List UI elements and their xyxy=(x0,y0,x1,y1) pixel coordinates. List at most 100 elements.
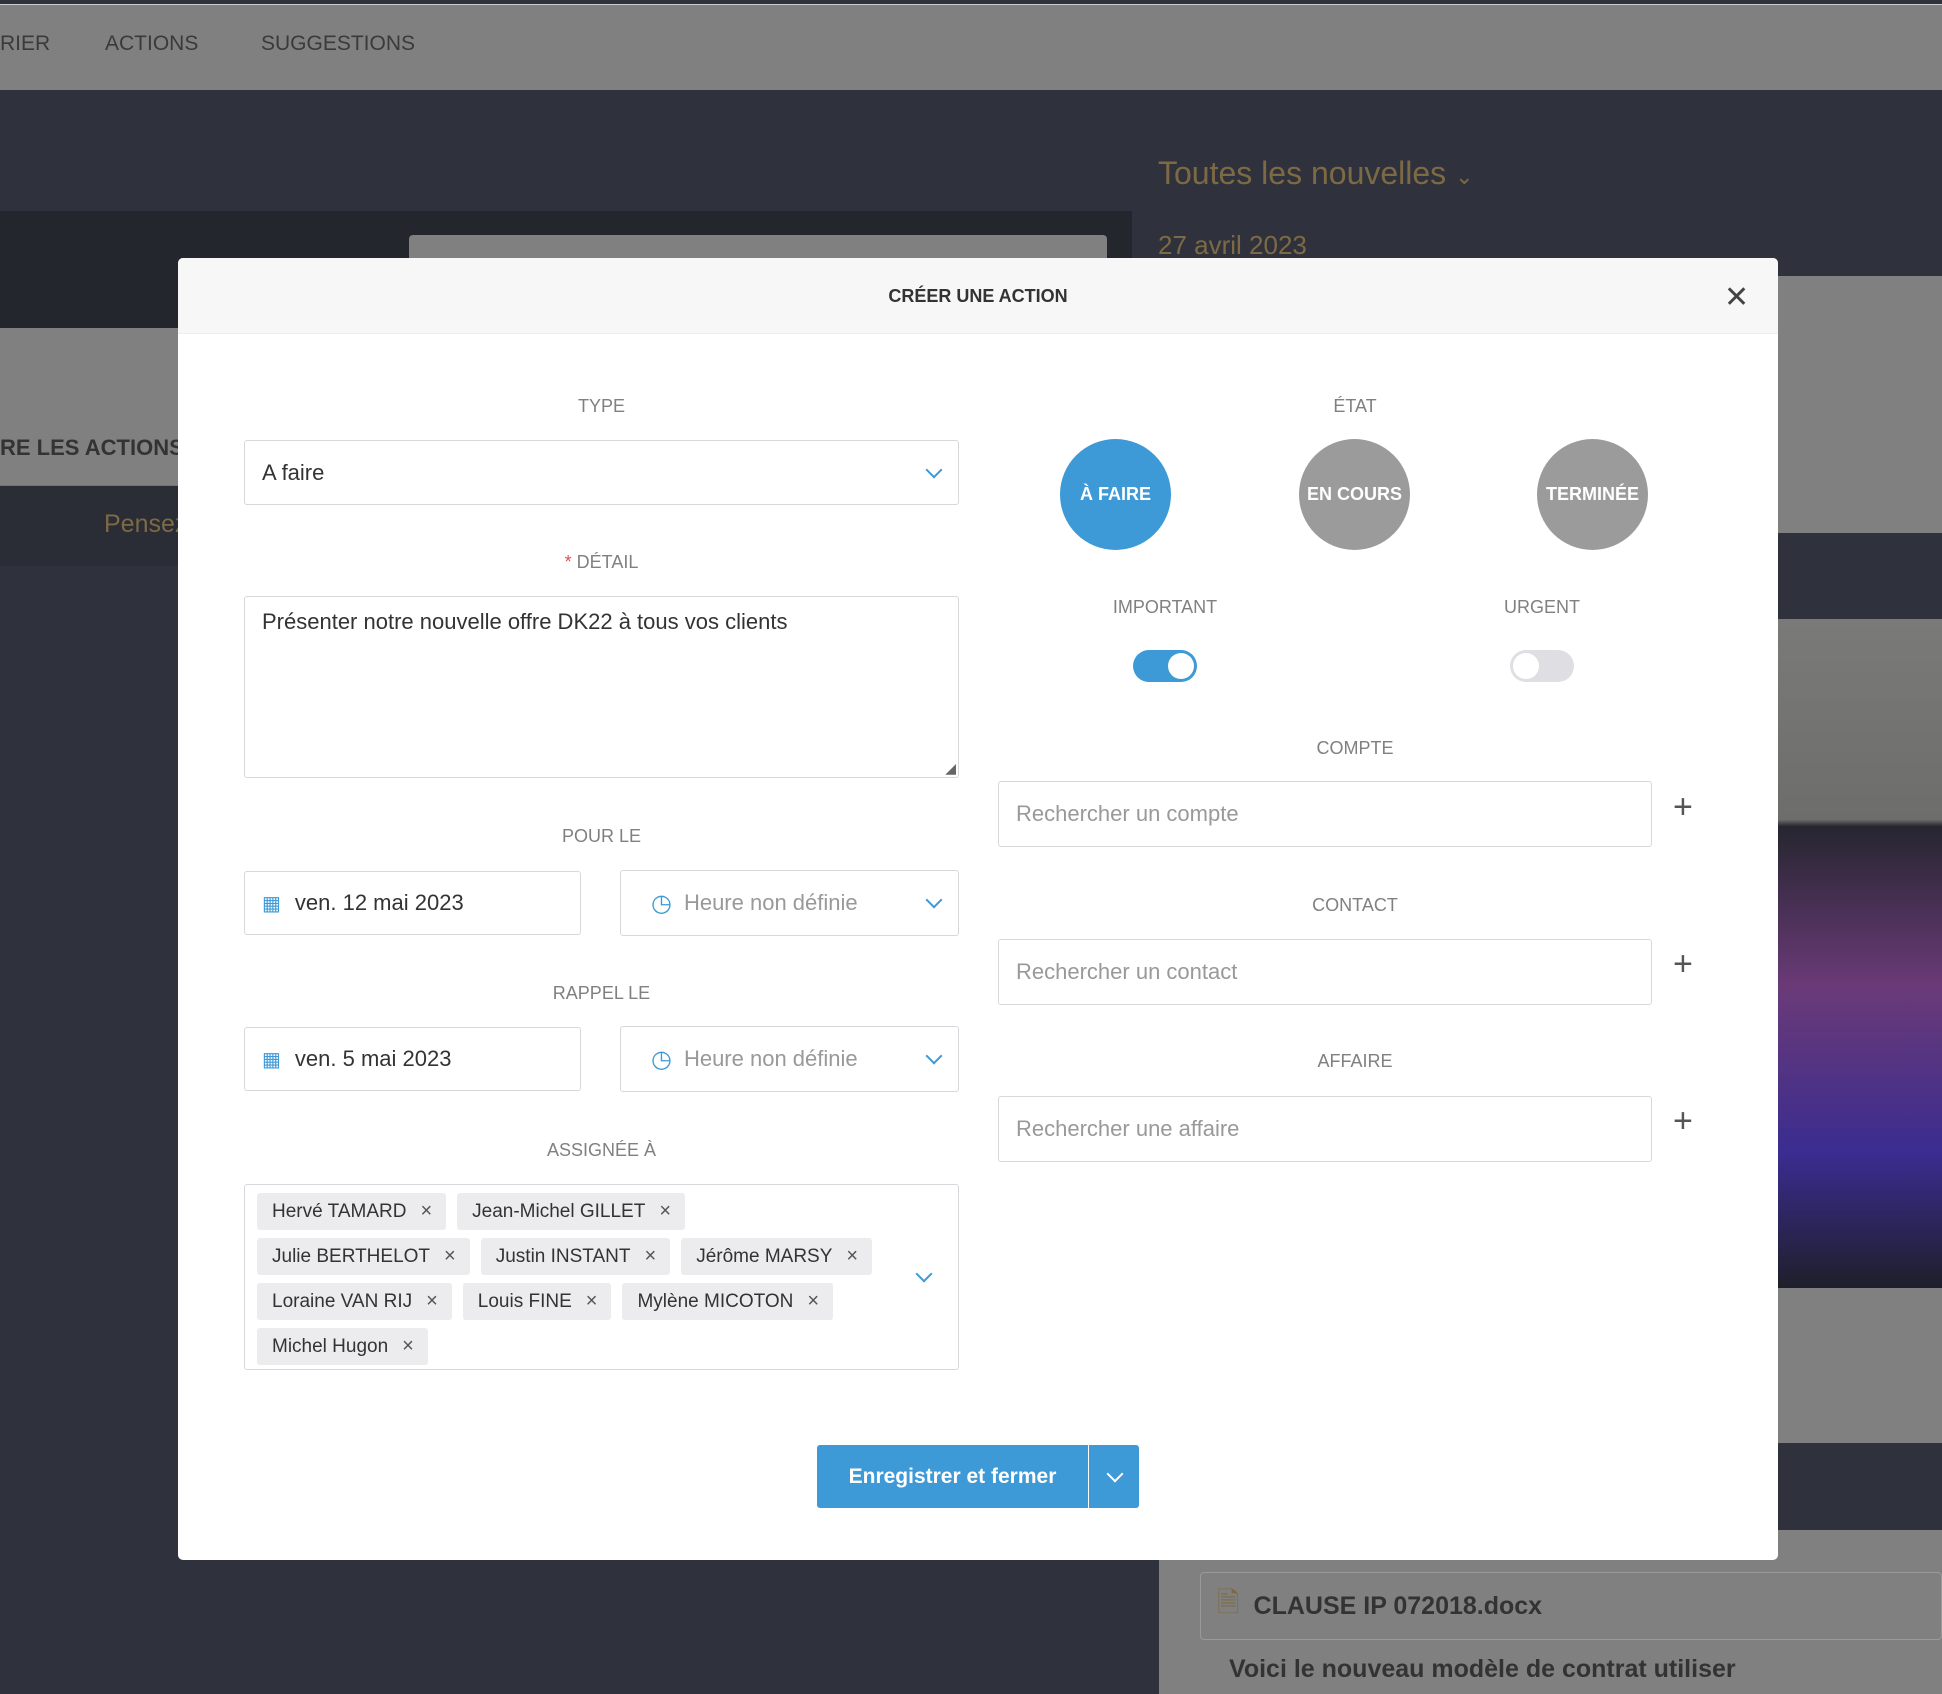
due-label: POUR LE xyxy=(561,826,642,846)
important-label: IMPORTANT xyxy=(1112,597,1218,617)
remove-tag-icon[interactable]: × xyxy=(402,1335,414,1357)
state-label: ÉTAT xyxy=(1333,396,1377,416)
bg-news-gray xyxy=(1778,1288,1942,1443)
assignee-name: Justin INSTANT xyxy=(495,1245,631,1267)
required-mark: * xyxy=(564,552,572,572)
reminder-time-placeholder: Heure non définie xyxy=(683,1046,858,1071)
assigned-multiselect[interactable]: Hervé TAMARD × Jean-Michel GILLET × Julie BE… xyxy=(244,1184,959,1370)
assignee-tag: Justin INSTANT × xyxy=(480,1238,671,1275)
assignee-tag: Jérôme MARSY × xyxy=(681,1238,873,1275)
contact-placeholder: Rechercher un contact xyxy=(1016,959,1238,984)
remove-tag-icon[interactable]: × xyxy=(585,1290,598,1312)
calendar-icon: ▦ xyxy=(262,892,281,915)
post-text: Voici le nouveau modèle de contrat utili… xyxy=(1229,1655,1736,1683)
assignee-name: Julie BERTHELOT xyxy=(272,1245,431,1267)
reminder-label: RAPPEL LE xyxy=(552,983,651,1003)
news-date: 27 avril 2023 xyxy=(1158,230,1307,260)
nav-item-actions[interactable]: ACTIONS xyxy=(105,32,199,55)
type-value: A faire xyxy=(262,459,325,485)
type-label: TYPE xyxy=(577,396,625,416)
chevron-down-icon xyxy=(1106,1465,1124,1482)
deal-search-input[interactable]: Rechercher une affaire xyxy=(998,1096,1652,1162)
important-toggle[interactable] xyxy=(1133,650,1197,682)
account-placeholder: Rechercher un compte xyxy=(1016,801,1239,826)
state-todo-button[interactable]: À FAIRE xyxy=(1060,439,1171,550)
close-icon[interactable]: ✕ xyxy=(1724,281,1750,314)
due-time-placeholder: Heure non définie xyxy=(683,890,858,915)
add-account-plus-icon[interactable]: + xyxy=(1673,788,1693,826)
calendar-icon: ▦ xyxy=(262,1048,281,1071)
due-date-value: ven. 12 mai 2023 xyxy=(294,890,464,915)
deal-label: AFFAIRE xyxy=(1317,1051,1393,1071)
reminder-date-value: ven. 5 mai 2023 xyxy=(294,1046,452,1071)
assignee-name: Michel Hugon xyxy=(272,1335,389,1357)
reminder-date-input[interactable]: ▦ ven. 5 mai 2023 xyxy=(244,1027,581,1091)
assignee-name: Jean-Michel GILLET xyxy=(472,1200,646,1222)
file-attachment[interactable]: 🗎 CLAUSE IP 072018.docx xyxy=(1200,1572,1942,1640)
assigned-tags: Hervé TAMARD × Jean-Michel GILLET × Julie BE… xyxy=(257,1193,907,1365)
assignee-tag: Julie BERTHELOT × xyxy=(257,1238,470,1275)
account-label: COMPTE xyxy=(1316,738,1394,758)
reminder-time-select[interactable]: ◷ Heure non définie xyxy=(620,1026,959,1092)
bg-actions-heading: RE LES ACTIONS N xyxy=(0,435,206,460)
chevron-down-icon: ⌄ xyxy=(1455,164,1474,189)
assignee-tag: Mylène MICOTON × xyxy=(622,1283,834,1320)
chevron-down-icon xyxy=(915,1265,933,1283)
contact-search-input[interactable]: Rechercher un contact xyxy=(998,939,1652,1005)
save-options-dropdown[interactable] xyxy=(1089,1445,1139,1508)
bg-news-card xyxy=(1778,276,1942,533)
contact-label: CONTACT xyxy=(1312,895,1398,915)
deal-placeholder: Rechercher une affaire xyxy=(1016,1116,1240,1141)
remove-tag-icon[interactable]: × xyxy=(644,1245,657,1267)
assigned-label: ASSIGNÉE À xyxy=(546,1140,657,1160)
assignee-name: Jérôme MARSY xyxy=(696,1245,833,1267)
due-time-select[interactable]: ◷ Heure non définie xyxy=(620,870,959,936)
bg-reminder-text: Pensez xyxy=(104,510,188,538)
due-date-input[interactable]: ▦ ven. 12 mai 2023 xyxy=(244,871,581,935)
assignee-name: Hervé TAMARD xyxy=(272,1200,407,1222)
urgent-toggle[interactable] xyxy=(1510,650,1574,682)
nav-item-calendar[interactable]: RIER xyxy=(0,32,51,55)
modal-title: CRÉER UNE ACTION xyxy=(888,286,1068,306)
remove-tag-icon[interactable]: × xyxy=(444,1245,456,1267)
clock-icon: ◷ xyxy=(651,889,672,917)
state-done-button[interactable]: TERMINÉE xyxy=(1537,439,1648,550)
remove-tag-icon[interactable]: × xyxy=(659,1200,671,1222)
state-in-progress-button[interactable]: EN COURS xyxy=(1299,439,1410,550)
remove-tag-icon[interactable]: × xyxy=(807,1290,820,1312)
assignee-tag: Louis FINE × xyxy=(462,1283,612,1320)
nav-item-suggestions[interactable]: SUGGESTIONS xyxy=(261,32,416,55)
news-filter-label: Toutes les nouvelles xyxy=(1158,155,1447,191)
detail-label: * DÉTAIL xyxy=(244,552,959,573)
detail-value: Présenter notre nouvelle offre DK22 à to… xyxy=(262,609,788,634)
remove-tag-icon[interactable]: × xyxy=(420,1200,433,1222)
remove-tag-icon[interactable]: × xyxy=(846,1245,859,1267)
assignee-name: Mylène MICOTON xyxy=(637,1290,794,1312)
assignee-tag: Jean-Michel GILLET × xyxy=(457,1193,685,1230)
add-contact-plus-icon[interactable]: + xyxy=(1673,945,1693,983)
remove-tag-icon[interactable]: × xyxy=(426,1290,438,1312)
bg-news-photo xyxy=(1778,619,1942,1288)
chevron-down-icon xyxy=(925,461,943,478)
toggle-knob xyxy=(1513,653,1539,679)
assignee-tag: Hervé TAMARD × xyxy=(257,1193,447,1230)
modal-header xyxy=(178,258,1778,334)
detail-textarea[interactable]: Présenter notre nouvelle offre DK22 à to… xyxy=(244,596,959,778)
top-nav xyxy=(0,4,1942,90)
clock-icon: ◷ xyxy=(651,1045,672,1073)
chevron-down-icon xyxy=(925,1047,943,1065)
assignee-tag: Loraine VAN RIJ × xyxy=(257,1283,452,1320)
add-deal-plus-icon[interactable]: + xyxy=(1673,1102,1693,1140)
assignee-tag: Michel Hugon × xyxy=(257,1328,428,1365)
chevron-down-icon xyxy=(925,891,943,909)
type-select[interactable]: A faire xyxy=(244,440,959,505)
file-name: CLAUSE IP 072018.docx xyxy=(1253,1591,1543,1620)
create-action-modal: CRÉER UNE ACTION ✕ TYPE A faire * DÉTAIL… xyxy=(178,258,1778,1560)
resize-handle-icon[interactable]: ◢ xyxy=(945,760,956,776)
account-search-input[interactable]: Rechercher un compte xyxy=(998,781,1652,847)
save-and-close-button[interactable]: Enregistrer et fermer xyxy=(817,1445,1088,1508)
document-icon: 🗎 xyxy=(1217,1587,1240,1618)
bg-band xyxy=(0,328,180,486)
detail-label-text: DÉTAIL xyxy=(576,552,639,572)
news-filter[interactable]: Toutes les nouvelles ⌄ xyxy=(1158,155,1474,192)
